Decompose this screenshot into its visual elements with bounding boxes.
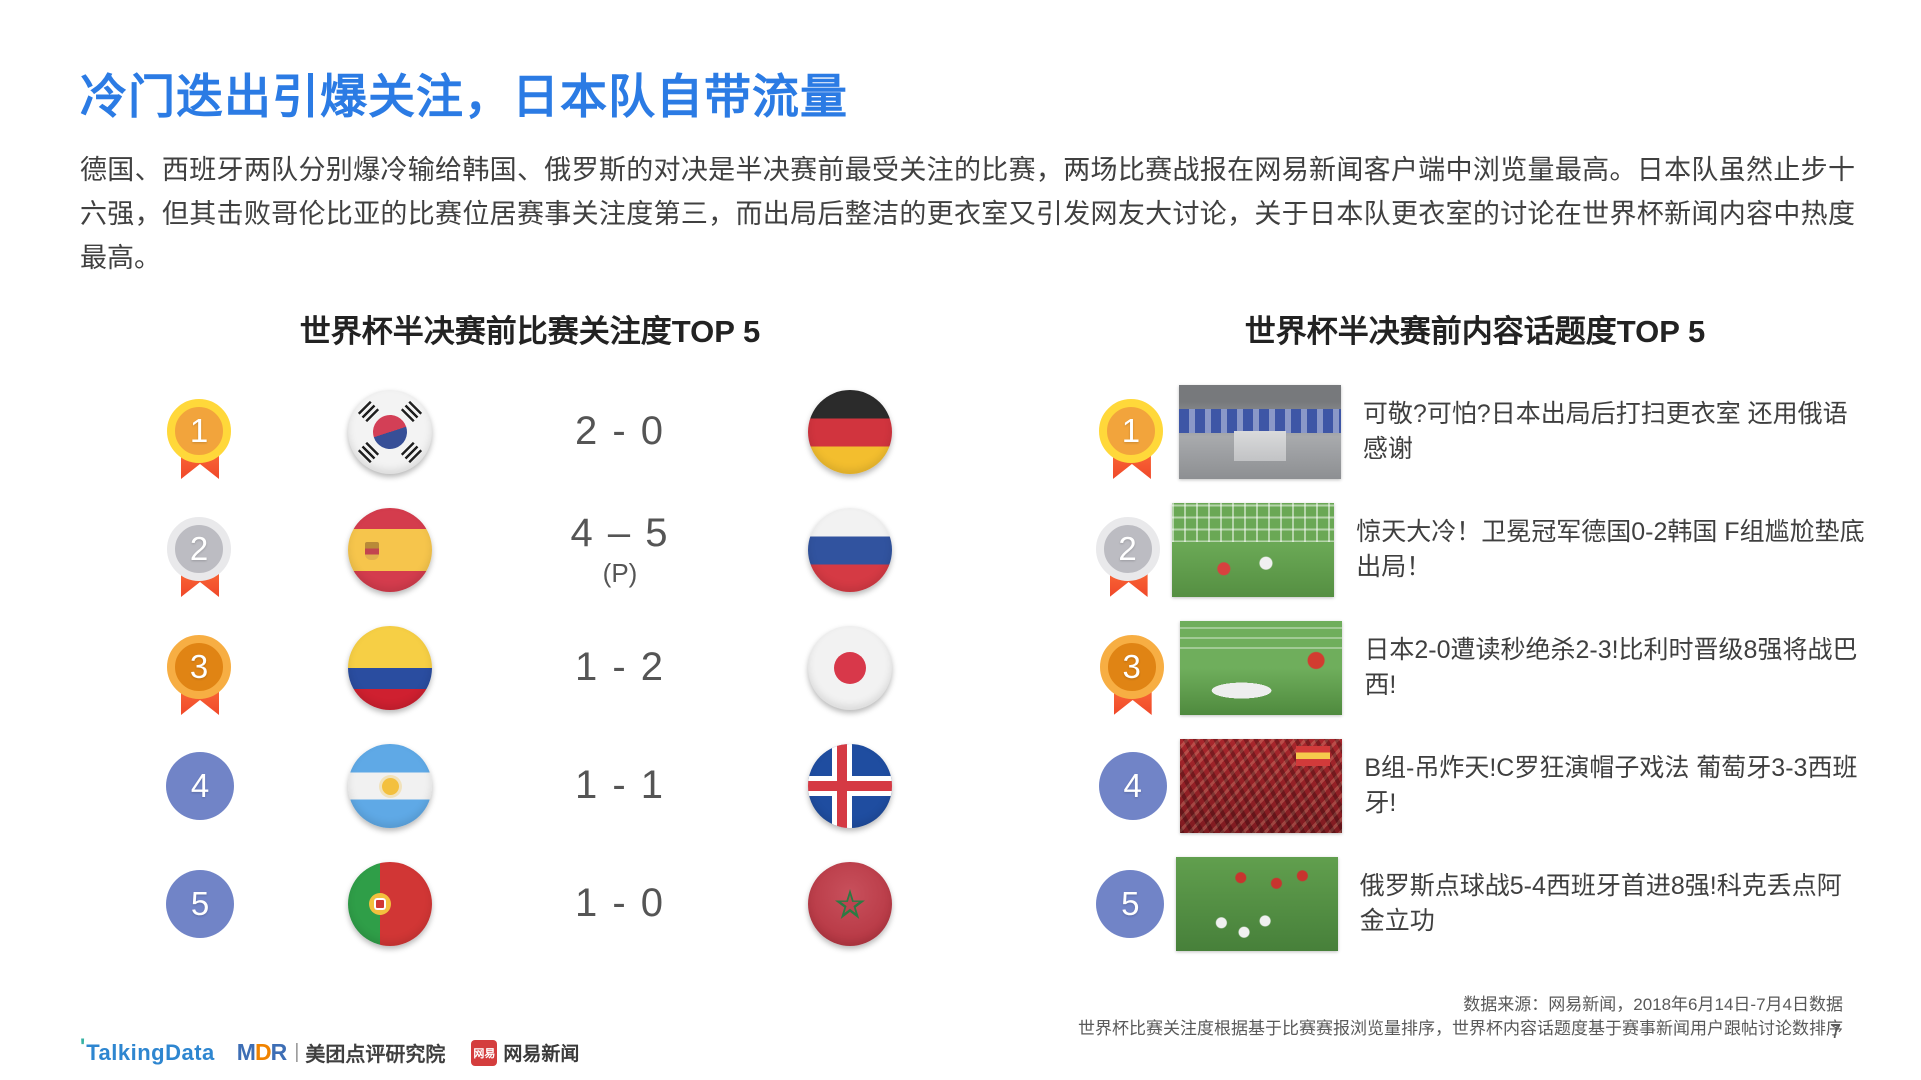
topic-row-4: 4 B组-吊炸天!C罗狂演帽子戏法 葡萄牙3-3西班牙!	[1085, 727, 1865, 845]
data-source-note: 数据来源：网易新闻，2018年6月14日-7月4日数据 世界杯比赛关注度根据基于…	[1078, 993, 1843, 1041]
score-note: (P)	[602, 558, 638, 588]
rank-3-bronze-medal-icon: 3	[167, 635, 233, 715]
germany-flag-icon	[808, 390, 892, 474]
rank-number: 5	[1096, 870, 1165, 938]
match-row-2: 2 4 – 5 (P)	[130, 491, 970, 609]
netease-news-label: 网易新闻	[503, 1044, 580, 1065]
rank-number: 2	[167, 517, 231, 581]
netease-badge-icon: 网易	[471, 1039, 498, 1066]
logo-separator: |	[294, 1041, 300, 1063]
match-score: 1 - 0	[574, 880, 666, 925]
content-topic-top5-list: 1 可敬?可怕?日本出局后打扫更衣室 还用俄语感谢 2 惊天大冷！卫冕冠军德国0…	[1085, 373, 1865, 963]
spain-fans-crowd-photo	[1180, 739, 1343, 833]
right-panel-title: 世界杯半决赛前内容话题度TOP 5	[1244, 314, 1706, 349]
talkingdata-wordmark: TalkingData	[86, 1039, 215, 1065]
rank-number: 4	[1098, 752, 1167, 820]
rank-3-bronze-medal-icon: 3	[1099, 635, 1166, 715]
match-row-3: 3 1 - 2	[130, 609, 970, 727]
russia-flag-icon	[808, 508, 892, 592]
rank-number: 3	[167, 635, 231, 699]
data-source-line2: 世界杯比赛关注度根据基于比赛赛报浏览量排序，世界杯内容话题度基于赛事新闻用户跟帖…	[1078, 1019, 1843, 1038]
germany-korea-match-photo	[1172, 503, 1335, 597]
news-headline: 俄罗斯点球战5-4西班牙首进8强!科克丢点阿金立功	[1359, 872, 1842, 935]
rank-number: 5	[166, 870, 234, 938]
colombia-flag-icon	[348, 626, 432, 710]
news-headline: 可敬?可怕?日本出局后打扫更衣室 还用俄语感谢	[1362, 400, 1848, 463]
rank-number: 1	[167, 399, 231, 463]
left-panel-title: 世界杯半决赛前比赛关注度TOP 5	[299, 314, 761, 349]
match-row-4: 4 1 - 1	[130, 727, 970, 845]
match-score: 2 - 0	[574, 408, 666, 453]
south-korea-flag-icon	[348, 390, 432, 474]
match-score: 4 – 5	[570, 511, 670, 555]
news-headline: B组-吊炸天!C罗狂演帽子戏法 葡萄牙3-3西班牙!	[1364, 754, 1858, 817]
page-number: 7	[1830, 1022, 1841, 1043]
data-source-line1: 数据来源：网易新闻，2018年6月14日-7月4日数据	[1463, 995, 1843, 1014]
match-row-1: 1 2 - 0	[130, 373, 970, 491]
topic-row-5: 5 俄罗斯点球战5-4西班牙首进8强!科克丢点阿金立功	[1085, 845, 1865, 963]
topic-row-2: 2 惊天大冷！卫冕冠军德国0-2韩国 F组尴尬垫底出局！	[1085, 491, 1865, 609]
talkingdata-logo: ' TalkingData	[80, 1033, 215, 1066]
rank-4-badge: 4	[166, 752, 234, 820]
news-headline: 日本2-0遭读秒绝杀2-3!比利时晋级8强将战巴西!	[1364, 636, 1858, 699]
match-score: 1 - 1	[574, 762, 666, 807]
rank-number: 3	[1099, 635, 1164, 699]
talkingdata-tick-icon: '	[80, 1033, 86, 1059]
japan-locker-room-photo	[1178, 385, 1341, 479]
rank-5-badge: 5	[1096, 870, 1165, 938]
iceland-flag-icon	[808, 744, 892, 828]
rank-number: 2	[1095, 517, 1160, 581]
match-row-5: 5 1 - 0	[130, 845, 970, 963]
match-attention-top5-list: 1 2 - 0 2 4 – 5 (P) 3 1 - 2 4 1 - 1 5 1 -…	[130, 373, 970, 963]
topic-row-1: 1 可敬?可怕?日本出局后打扫更衣室 还用俄语感谢	[1085, 373, 1865, 491]
rank-2-silver-medal-icon: 2	[167, 517, 233, 597]
intro-paragraph: 德国、西班牙两队分别爆冷输给韩国、俄罗斯的对决是半决赛前最受关注的比赛，两场比赛…	[80, 155, 1855, 273]
rank-4-badge: 4	[1098, 752, 1167, 820]
rank-1-gold-medal-icon: 1	[1098, 399, 1165, 479]
argentina-flag-icon	[348, 744, 432, 828]
rank-1-gold-medal-icon: 1	[167, 399, 233, 479]
japan-flag-icon	[808, 626, 892, 710]
news-headline: 惊天大冷！卫冕冠军德国0-2韩国 F组尴尬垫底出局！	[1356, 518, 1865, 581]
topic-row-3: 3 日本2-0遭读秒绝杀2-3!比利时晋级8强将战巴西!	[1085, 609, 1865, 727]
rank-2-silver-medal-icon: 2	[1095, 517, 1162, 597]
footer-logos: ' TalkingData MDR | 美团点评研究院 网易 网易新闻	[80, 1033, 579, 1067]
rank-5-badge: 5	[166, 870, 234, 938]
rank-number: 4	[166, 752, 234, 820]
russia-players-celebrate-photo	[1175, 857, 1338, 951]
netease-news-logo: 网易 网易新闻	[471, 1039, 579, 1066]
morocco-flag-icon	[808, 862, 892, 946]
meituan-research-label: 美团点评研究院	[305, 1044, 446, 1066]
spain-flag-icon	[348, 508, 432, 592]
japan-belgium-match-photo	[1180, 621, 1343, 715]
portugal-flag-icon	[348, 862, 432, 946]
mdr-meituan-logo: MDR	[236, 1039, 287, 1065]
page-title: 冷门迭出引爆关注，日本队自带流量	[80, 70, 848, 123]
match-score: 1 - 2	[574, 644, 666, 689]
rank-number: 1	[1098, 399, 1163, 463]
